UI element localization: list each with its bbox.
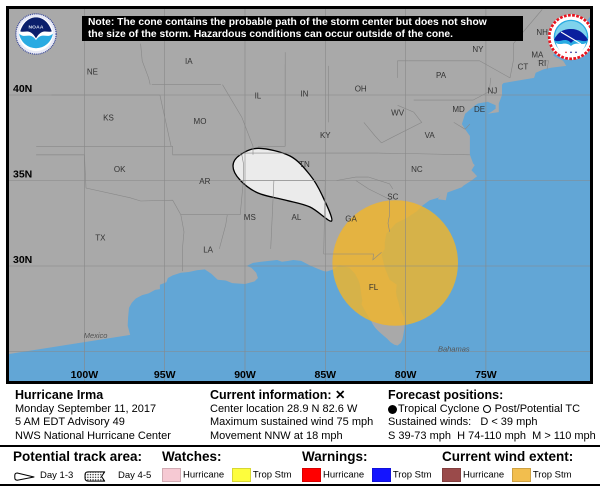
- svg-text:IL: IL: [255, 91, 262, 100]
- svg-text:WV: WV: [391, 109, 405, 118]
- svg-text:TN: TN: [299, 160, 310, 169]
- svg-text:NOAA: NOAA: [28, 24, 43, 30]
- svg-text:90W: 90W: [234, 369, 256, 381]
- svg-text:100W: 100W: [71, 369, 99, 381]
- svg-text:RI: RI: [538, 59, 546, 68]
- svg-text:30N: 30N: [13, 254, 32, 266]
- svg-text:AL: AL: [292, 213, 302, 222]
- svg-text:OK: OK: [114, 165, 126, 174]
- svg-text:KY: KY: [320, 131, 331, 140]
- svg-text:NC: NC: [411, 165, 423, 174]
- svg-text:Bahamas: Bahamas: [438, 345, 470, 354]
- svg-text:CT: CT: [518, 62, 529, 71]
- svg-text:IA: IA: [185, 57, 193, 66]
- svg-text:MA: MA: [531, 50, 544, 59]
- svg-text:OH: OH: [355, 85, 367, 94]
- svg-text:85W: 85W: [315, 369, 337, 381]
- svg-text:MD: MD: [452, 105, 465, 114]
- svg-text:Mexico: Mexico: [84, 331, 108, 340]
- svg-text:VA: VA: [425, 131, 436, 140]
- svg-text:IN: IN: [300, 90, 308, 99]
- svg-text:AR: AR: [199, 177, 210, 186]
- svg-text:DE: DE: [474, 105, 485, 114]
- svg-text:75W: 75W: [475, 369, 497, 381]
- svg-text:MO: MO: [194, 117, 207, 126]
- svg-text:NE: NE: [87, 68, 98, 77]
- svg-text:GA: GA: [345, 215, 357, 224]
- svg-text:KS: KS: [103, 114, 114, 123]
- svg-text:FL: FL: [369, 283, 379, 292]
- svg-text:NJ: NJ: [488, 86, 498, 95]
- svg-text:80W: 80W: [395, 369, 417, 381]
- svg-text:SC: SC: [387, 192, 398, 201]
- svg-text:MS: MS: [244, 213, 256, 222]
- svg-text:LA: LA: [203, 245, 213, 254]
- svg-text:TX: TX: [95, 233, 106, 242]
- svg-text:NY: NY: [472, 45, 484, 54]
- svg-text:35N: 35N: [13, 169, 32, 181]
- svg-text:PA: PA: [436, 71, 447, 80]
- svg-text:95W: 95W: [154, 369, 176, 381]
- svg-text:40N: 40N: [13, 83, 32, 95]
